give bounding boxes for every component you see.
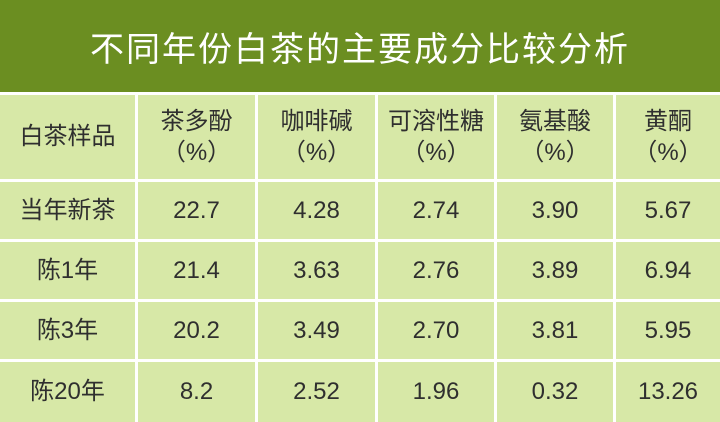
table-cell: 3.81	[497, 302, 613, 359]
table-cell: 3.89	[497, 242, 613, 299]
table-cell: 21.4	[138, 242, 255, 299]
table-cell: 2.52	[258, 362, 375, 422]
table-cell: 3.49	[258, 302, 375, 359]
table-cell: 0.32	[497, 362, 613, 422]
header-name: 可溶性糖	[388, 107, 484, 135]
header-cell: 氨基酸 （%）	[497, 95, 613, 179]
header-unit: （%）	[161, 139, 232, 166]
table-cell: 4.28	[258, 182, 375, 239]
table-cell: 2.70	[378, 302, 494, 359]
header-unit: （%）	[401, 139, 471, 166]
header-cell: 茶多酚 （%）	[138, 95, 255, 179]
table-cell: 13.26	[616, 362, 720, 422]
row-label: 陈1年	[0, 242, 135, 299]
header-unit: （%）	[633, 139, 703, 166]
table-cell: 20.2	[138, 302, 255, 359]
header-name: 黄酮	[644, 107, 692, 135]
header-cell: 白茶样品	[0, 95, 135, 179]
header-cell: 咖啡碱 （%）	[258, 95, 375, 179]
table-cell: 8.2	[138, 362, 255, 422]
header-name: 氨基酸	[519, 107, 591, 135]
title: 不同年份白茶的主要成分比较分析	[0, 0, 720, 92]
table-cell: 5.67	[616, 182, 720, 239]
table-cell: 22.7	[138, 182, 255, 239]
header-cell: 可溶性糖 （%）	[378, 95, 494, 179]
header-cell: 黄酮 （%）	[616, 95, 720, 179]
row-label: 陈3年	[0, 302, 135, 359]
table-cell: 3.90	[497, 182, 613, 239]
table-cell: 1.96	[378, 362, 494, 422]
table-cell: 5.95	[616, 302, 720, 359]
row-label: 当年新茶	[0, 182, 135, 239]
header-name: 茶多酚	[160, 107, 233, 135]
header-name: 咖啡碱	[280, 107, 353, 135]
table-cell: 2.74	[378, 182, 494, 239]
table-cell: 2.76	[378, 242, 494, 299]
header-unit: （%）	[520, 139, 590, 166]
table-cell: 6.94	[616, 242, 720, 299]
header-name: 白茶样品	[19, 123, 116, 151]
table-cell: 3.63	[258, 242, 375, 299]
table: 白茶样品 茶多酚 （%） 咖啡碱 （%） 可溶性糖 （%） 氨基酸 （%） 黄酮 （%） 当年新茶 22…	[0, 95, 720, 422]
header-unit: （%）	[281, 139, 352, 166]
row-label: 陈20年	[0, 362, 135, 422]
